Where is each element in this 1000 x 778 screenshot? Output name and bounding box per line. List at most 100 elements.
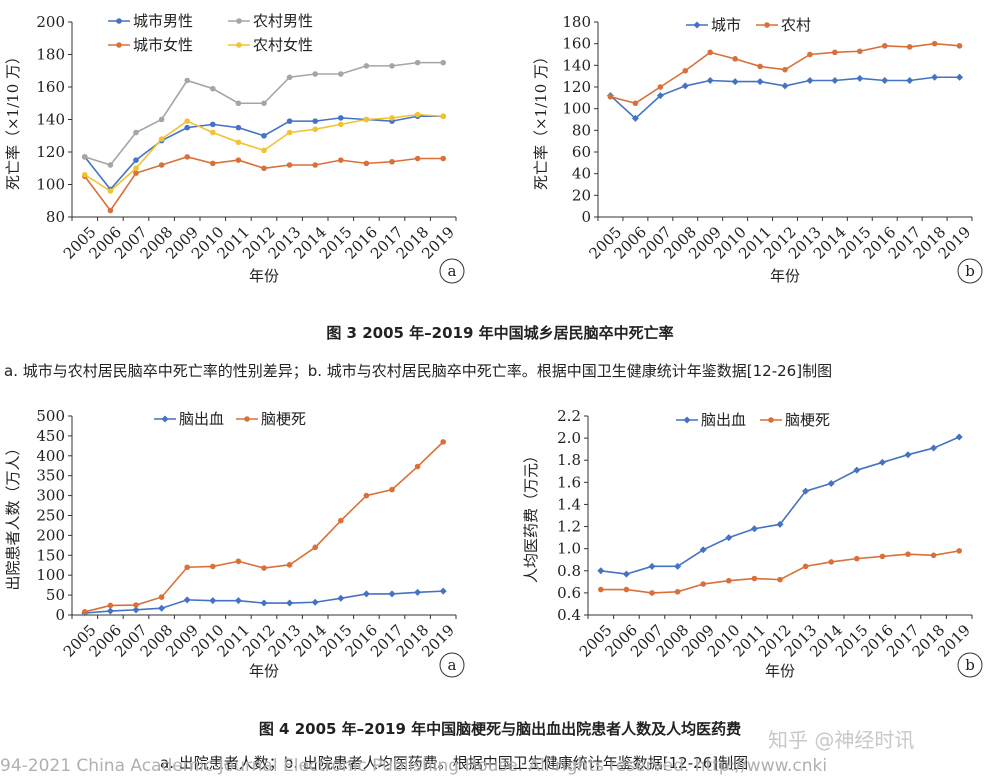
legend-swatch-marker — [693, 21, 701, 29]
data-point — [853, 466, 861, 474]
data-point — [210, 85, 216, 92]
data-point — [706, 77, 714, 84]
data-point — [363, 116, 370, 123]
y-tick-label: 1.4 — [557, 495, 581, 513]
data-point — [776, 520, 784, 528]
data-point — [210, 121, 216, 128]
y-tick-label: 2.0 — [557, 429, 581, 447]
data-point — [235, 558, 242, 565]
legend-swatch-marker — [236, 42, 242, 48]
data-point — [184, 118, 190, 124]
data-point — [414, 59, 421, 66]
legend-swatch-marker — [236, 18, 242, 24]
data-point — [440, 155, 447, 162]
data-point — [700, 581, 706, 587]
data-point — [930, 444, 938, 452]
data-point — [802, 563, 809, 570]
data-point — [312, 71, 319, 77]
legend-label: 城市 — [711, 16, 741, 34]
y-tick-label: 50 — [46, 586, 65, 604]
data-point — [235, 124, 242, 131]
data-point — [107, 207, 114, 214]
series-line — [600, 550, 960, 594]
y-axis-title: 死亡率（×1/10 万） — [532, 49, 550, 190]
chart-fig3a: 80 100 120 140 160 180 200 2005 2006 2007 2008 2009… — [0, 0, 470, 296]
data-point — [931, 40, 938, 47]
data-point — [931, 73, 939, 81]
data-point — [956, 73, 964, 81]
fig3-note: a. 城市与农村居民脑卒中死亡率的性别差异；b. 城市与农村居民脑卒中死亡率。根… — [4, 362, 833, 380]
data-point — [414, 111, 421, 118]
data-point — [183, 596, 191, 604]
y-tick-label: 120 — [562, 78, 591, 96]
watermark-cnki: 94-2021 China Academic Journal Electroni… — [0, 756, 828, 776]
data-point — [777, 576, 783, 583]
data-point — [879, 553, 886, 560]
data-point — [286, 74, 293, 81]
data-point — [597, 567, 605, 575]
data-point — [857, 48, 863, 55]
y-tick-label: 0.6 — [557, 584, 581, 602]
data-point — [107, 188, 114, 194]
data-point — [878, 458, 886, 466]
x-axis-title: 年份 — [249, 662, 279, 680]
y-tick-label: 80 — [46, 208, 65, 226]
data-point — [674, 562, 682, 570]
data-point — [363, 160, 370, 167]
legend-label: 农村男性 — [253, 12, 313, 30]
y-tick-label: 100 — [36, 566, 65, 584]
y-tick-label: 100 — [562, 100, 591, 118]
chart-fig4b: 0.4 0.6 0.8 1.0 1.2 1.4 1.6 1.8 2.0 2.2 2005 2006 20… — [510, 400, 990, 690]
legend-label: 城市男性 — [133, 12, 193, 30]
data-point — [607, 93, 614, 100]
y-tick-label: 1.0 — [557, 540, 581, 558]
data-point — [82, 154, 88, 160]
y-tick-label: 40 — [572, 165, 591, 183]
data-point — [158, 136, 165, 142]
data-point — [362, 590, 370, 598]
data-point — [906, 44, 913, 50]
data-point — [674, 588, 681, 595]
y-tick-label: 350 — [36, 467, 65, 485]
panel-label-circle — [439, 652, 465, 678]
data-point — [338, 121, 344, 128]
data-point — [286, 118, 293, 124]
y-tick-label: 80 — [572, 121, 591, 139]
data-point — [440, 59, 447, 66]
y-tick-label: 1.6 — [557, 473, 581, 491]
y-tick-label: 180 — [562, 13, 591, 31]
y-tick-label: 200 — [36, 526, 65, 544]
data-point — [827, 479, 835, 487]
data-point — [905, 551, 911, 557]
legend-label: 城市女性 — [133, 36, 193, 54]
data-point — [184, 564, 190, 571]
data-point — [854, 555, 860, 562]
y-tick-label: 140 — [36, 111, 65, 129]
data-point — [261, 132, 267, 139]
panel-label: a — [448, 656, 457, 674]
data-point — [338, 157, 344, 163]
x-axis-title: 年份 — [765, 662, 795, 680]
data-point — [158, 594, 165, 600]
data-point — [261, 147, 267, 154]
y-tick-label: 300 — [36, 487, 65, 505]
data-point — [956, 43, 963, 49]
data-point — [234, 597, 242, 605]
data-point — [312, 118, 319, 124]
y-tick-label: 0 — [581, 208, 591, 226]
y-tick-label: 0.4 — [557, 606, 581, 624]
data-point — [260, 599, 268, 607]
data-point — [107, 162, 114, 168]
data-point — [682, 67, 689, 74]
data-point — [930, 552, 937, 559]
y-tick-label: 120 — [36, 143, 65, 161]
data-point — [807, 51, 813, 58]
data-point — [806, 77, 814, 84]
y-tick-label: 400 — [36, 447, 65, 465]
data-point — [286, 562, 293, 568]
data-point — [649, 590, 655, 596]
data-point — [781, 82, 789, 90]
data-point — [210, 129, 216, 136]
legend-label: 脑出血 — [179, 410, 224, 428]
data-point — [338, 71, 344, 77]
